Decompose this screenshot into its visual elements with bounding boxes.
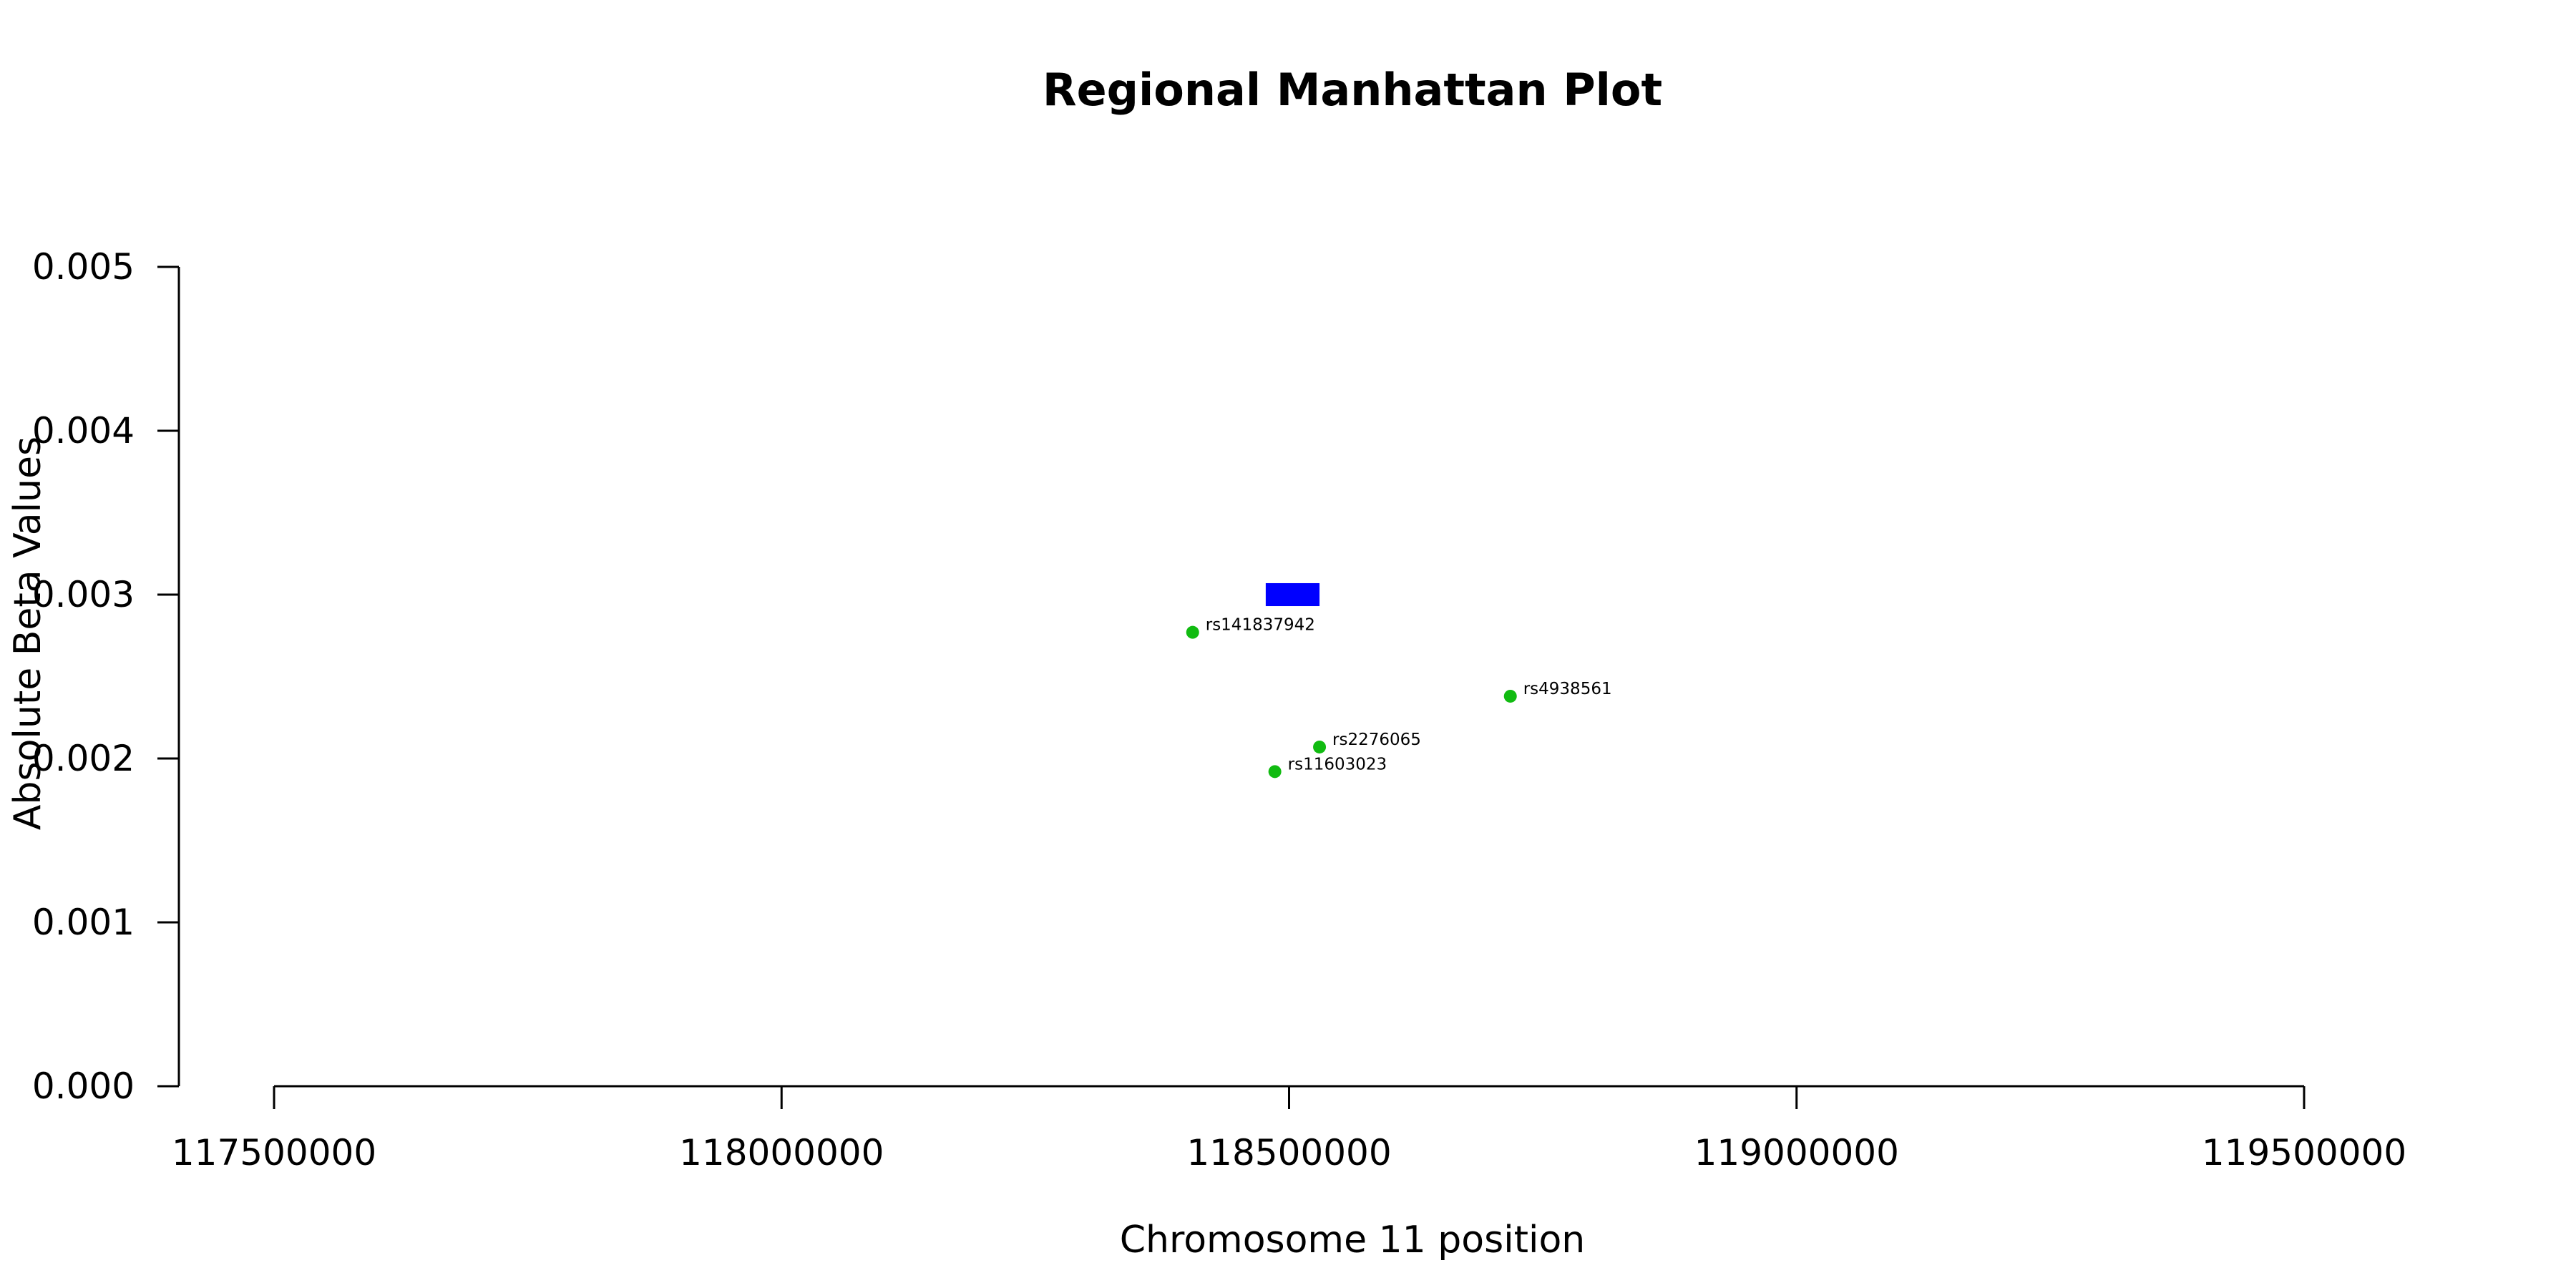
data-marks: rs141837942 rs4938561 rs2276065 rs11603023 [1186,582,1612,779]
x-tick-label: 119500000 [2202,1132,2406,1174]
y-axis-label: Absolute Beta Values [6,436,49,830]
snp-point [1313,740,1327,753]
y-tick-label: 0.005 [32,246,135,288]
snp-point [1503,689,1517,703]
x-axis-ticks: 117500000 118000000 118500000 119000000 1195… [172,1086,2406,1174]
snp-label: rs4938561 [1523,680,1612,698]
y-tick-label: 0.001 [32,902,135,943]
snp-point [1186,625,1199,639]
y-tick-label: 0.002 [32,738,135,779]
snp-label: rs2276065 [1332,731,1421,749]
x-axis-label: Chromosome 11 position [1120,1219,1586,1262]
x-tick-label: 119000000 [1694,1132,1899,1174]
snp-label: rs141837942 [1206,616,1315,635]
snp-label: rs11603023 [1288,755,1387,774]
x-tick-label: 118500000 [1186,1132,1391,1174]
x-tick-label: 118000000 [679,1132,884,1174]
x-tick-label: 117500000 [172,1132,376,1174]
y-tick-label: 0.004 [32,410,135,452]
y-tick-label: 0.003 [32,574,135,615]
y-tick-label: 0.000 [32,1065,135,1107]
y-axis-ticks: 0.000 0.001 0.002 0.003 0.004 0.005 [32,246,179,1107]
gene-region-bar [1265,582,1320,607]
chart-title: Regional Manhattan Plot [1043,64,1662,116]
snp-point [1268,765,1282,779]
